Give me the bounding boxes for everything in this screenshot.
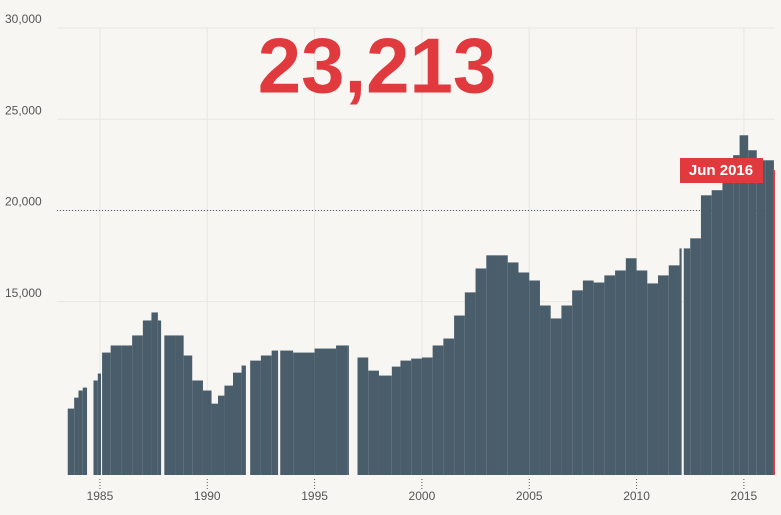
area-step <box>765 160 774 475</box>
x-tick-label: 1985 <box>87 489 114 503</box>
area-step <box>93 380 98 475</box>
area-step <box>175 335 184 475</box>
area-step <box>157 320 162 475</box>
area-step <box>679 248 682 475</box>
y-tick-label: 20,000 <box>5 195 42 209</box>
x-tick-label: 2005 <box>516 489 543 503</box>
area-step <box>561 305 573 475</box>
area-step <box>647 283 659 475</box>
area-step <box>739 135 749 475</box>
headline: 23,213 <box>258 22 497 110</box>
y-tick-label: 25,000 <box>5 103 42 117</box>
area-step <box>97 373 102 475</box>
area-step <box>432 345 444 475</box>
area-step <box>604 275 616 475</box>
area-step <box>507 262 519 475</box>
area-step <box>102 352 111 475</box>
x-tick-label: 2000 <box>409 489 436 503</box>
area-step <box>378 375 392 475</box>
area-step <box>336 345 348 475</box>
area-step <box>593 282 605 475</box>
area-step <box>539 305 551 475</box>
area-step <box>668 265 680 475</box>
area-step <box>690 238 701 475</box>
annotation-label: Jun 2016 <box>689 162 753 179</box>
y-tick-label: 15,000 <box>5 286 42 300</box>
area-step <box>615 270 626 475</box>
area-step <box>572 290 583 475</box>
area-step <box>271 350 279 475</box>
area-step <box>454 315 465 475</box>
area-step <box>121 345 133 475</box>
y-tick-label: 30,000 <box>5 12 42 26</box>
area-step <box>711 190 723 475</box>
area-step <box>241 365 246 475</box>
area-step <box>142 320 152 475</box>
area-step <box>110 345 122 475</box>
area-step <box>518 272 530 475</box>
area-step <box>211 403 218 475</box>
area-step <box>400 360 412 475</box>
annotation-box <box>680 158 763 183</box>
area-step <box>192 380 203 475</box>
area-step <box>443 338 455 475</box>
area-step <box>497 255 508 475</box>
area-step <box>314 348 337 475</box>
area-step <box>217 395 225 475</box>
area-step <box>475 268 487 475</box>
area-step <box>183 355 193 475</box>
overlay: 15,000 20,000 25,000 30,000 1985 1990 1995 2000… <box>5 12 775 503</box>
area-step <box>582 280 594 475</box>
area-step <box>411 358 422 475</box>
area-step <box>74 397 79 475</box>
x-tick-label: 2015 <box>731 489 758 503</box>
area <box>67 135 775 475</box>
area-step <box>67 408 75 475</box>
area-step <box>486 255 498 475</box>
area-step <box>260 355 272 475</box>
area-step <box>132 335 143 475</box>
area-step <box>224 385 234 475</box>
area-step <box>293 352 315 475</box>
area-step <box>748 150 757 475</box>
area-step <box>250 360 261 475</box>
area-step <box>625 258 637 475</box>
area-step <box>202 390 212 475</box>
x-tick-label: 2010 <box>623 489 650 503</box>
area-step <box>733 155 740 475</box>
x-tick-label: 1990 <box>194 489 221 503</box>
area-step <box>78 390 83 475</box>
area-step <box>82 387 88 475</box>
area-step <box>280 350 294 475</box>
area-step <box>368 370 379 475</box>
x-tick-label: 1995 <box>301 489 328 503</box>
area-step <box>151 312 158 475</box>
area-step <box>164 335 176 475</box>
area-step <box>756 160 766 475</box>
area-step <box>700 195 712 475</box>
area-step <box>347 345 349 475</box>
area-step <box>636 270 648 475</box>
area-step <box>357 357 369 475</box>
area-step <box>421 357 433 475</box>
area-step <box>233 372 242 475</box>
area-step <box>529 280 540 475</box>
area-step <box>722 175 734 475</box>
area-step <box>683 248 691 475</box>
area-step <box>550 318 562 475</box>
area-step <box>464 292 476 475</box>
area-step <box>391 366 401 475</box>
area-step <box>658 275 669 475</box>
